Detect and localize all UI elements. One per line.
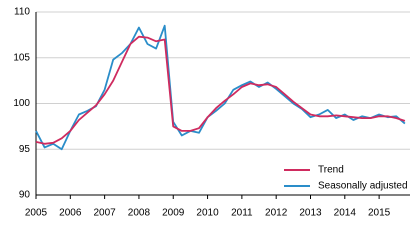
x-tick-label: 2015	[368, 208, 391, 219]
y-tick-label: 90	[19, 190, 31, 201]
x-tick-label: 2011	[231, 208, 253, 219]
legend-label: Trend	[318, 165, 344, 176]
legend-label: Seasonally adjusted	[318, 181, 408, 192]
y-tick-label: 110	[14, 7, 30, 18]
y-tick-label: 95	[19, 144, 31, 155]
x-tick-label: 2009	[162, 208, 185, 219]
x-tick-label: 2014	[334, 208, 357, 219]
chart: 90 95 100 105 110 2005 2006 2007 2008 2009 2010 201…	[13, 7, 410, 219]
x-tick-label: 2007	[93, 208, 116, 219]
x-tick-label: 2008	[128, 208, 151, 219]
series-line	[35, 35, 406, 145]
x-tick-label: 2006	[59, 208, 82, 219]
y-tick-label: 100	[13, 98, 30, 109]
series-line	[35, 24, 406, 151]
x-tick-label: 2010	[196, 208, 219, 219]
y-tick-label: 105	[13, 52, 30, 63]
x-tick-label: 2013	[299, 208, 322, 219]
x-tick-label: 2005	[25, 208, 48, 219]
x-tick-label: 2012	[265, 208, 288, 219]
